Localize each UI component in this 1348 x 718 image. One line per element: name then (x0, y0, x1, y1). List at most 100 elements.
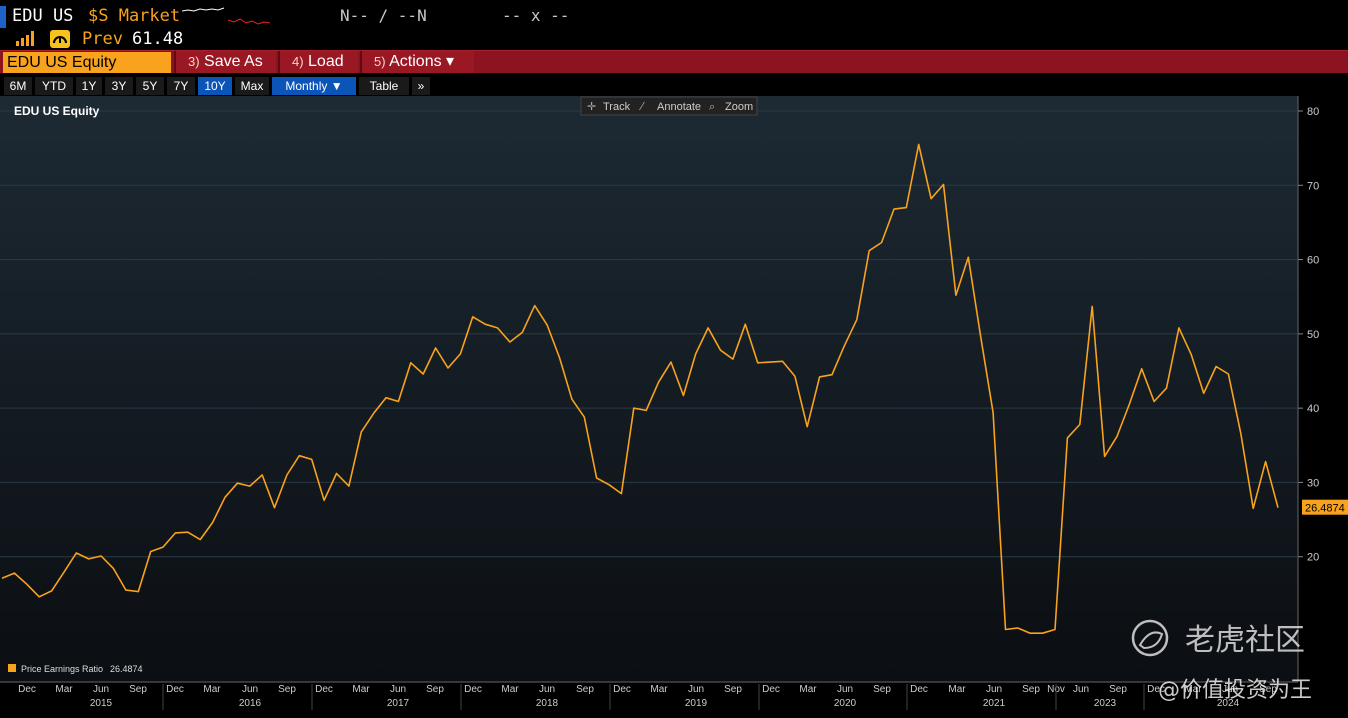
y-tick-label: 50 (1307, 329, 1319, 341)
prev-label: Prev (82, 29, 123, 49)
legend-series-value: 26.4874 (110, 664, 143, 674)
legend-series-name: Price Earnings Ratio (21, 664, 103, 674)
x-tick-label: Jun (837, 684, 853, 695)
axis-background (1298, 96, 1348, 682)
x-tick-label: Jun (539, 684, 555, 695)
x-tick-label: Sep (1022, 684, 1040, 695)
x-year-label: 2017 (387, 698, 410, 709)
y-tick-label: 70 (1307, 180, 1319, 192)
security-color-tab (0, 6, 6, 28)
more-button[interactable]: » (412, 77, 430, 95)
legend-swatch (8, 664, 16, 672)
x-tick-label: Sep (426, 684, 444, 695)
x-year-label: 2020 (834, 698, 857, 709)
x-tick-label: Sep (1259, 684, 1277, 695)
x-tick-label: Dec (166, 684, 184, 695)
range-ytd[interactable]: YTD (35, 77, 73, 95)
watermark-author: @价值投资为王 (1158, 678, 1312, 703)
sparkline-icon (181, 7, 271, 25)
x-tick-label: Sep (873, 684, 891, 695)
x-year-label: 2021 (983, 698, 1006, 709)
x-tick-label: Sep (129, 684, 147, 695)
security-header: EDU US $S Market N-- / --N -- x -- Prev … (0, 0, 1348, 50)
series-line-price-earnings (1, 143, 1279, 634)
x-tick-label: Jun (986, 684, 1002, 695)
y-tick-label: 80 (1307, 106, 1319, 118)
chart-legend: Price Earnings Ratio 26.4874 (8, 664, 143, 674)
x-year-label: 2015 (90, 698, 113, 709)
svg-text:Annotate: Annotate (657, 101, 701, 113)
x-year-label: 2023 (1094, 698, 1117, 709)
x-tick-label: Jun (242, 684, 258, 695)
chart-title: EDU US Equity (14, 104, 100, 118)
tiger-logo-icon (1131, 619, 1169, 657)
x-tick-label: Mar (948, 684, 966, 695)
size-quote: -- x -- (502, 6, 570, 25)
x-tick-label: Dec (315, 684, 333, 695)
x-tick-label: Mar (650, 684, 668, 695)
last-value-flag: 26.4874 (1302, 499, 1348, 515)
track-icon: ✛ (587, 100, 596, 113)
load-button[interactable]: 4) Load (278, 51, 358, 73)
x-tick-label: Dec (18, 684, 36, 695)
range-10y[interactable]: 10Y (198, 77, 232, 95)
range-5y[interactable]: 5Y (136, 77, 164, 95)
x-tick-label: Sep (576, 684, 594, 695)
x-tick-label: Mar (1184, 684, 1202, 695)
x-year-label: 2024 (1217, 698, 1240, 709)
period-dropdown[interactable]: Monthly ▼ (272, 77, 356, 95)
track-button[interactable]: ✛ Track (587, 100, 631, 113)
svg-text:Track: Track (603, 101, 631, 113)
annotate-button[interactable]: ⁄ Annotate (638, 100, 701, 113)
x-tick-label: Mar (203, 684, 221, 695)
y-tick-label: 60 (1307, 255, 1319, 267)
x-tick-label: Jun (390, 684, 406, 695)
actions-menu-button[interactable]: 5) Actions ▾ (360, 51, 474, 73)
svg-text:26.4874: 26.4874 (1305, 503, 1345, 515)
x-tick-label: Sep (278, 684, 296, 695)
x-tick-label: Mar (799, 684, 817, 695)
x-tick-label: Mar (352, 684, 370, 695)
action-bar: EDU US Equity 3) Save As 4) Load 5) Acti… (0, 50, 1348, 73)
table-button[interactable]: Table (359, 77, 409, 95)
zoom-button[interactable]: ⌕ Zoom (709, 100, 753, 113)
signal-bars-icon (16, 31, 34, 46)
x-tick-label: Sep (1109, 684, 1127, 695)
x-year-label: 2019 (685, 698, 708, 709)
x-tick-label: Mar (501, 684, 519, 695)
pencil-icon: ⁄ (638, 100, 645, 113)
range-bar: 6M YTD 1Y 3Y 5Y 7Y 10Y Max Monthly ▼ Tab… (0, 76, 1348, 96)
y-tick-label: 40 (1307, 403, 1319, 415)
xaxis-background (0, 682, 1348, 718)
gauge-icon[interactable] (50, 30, 70, 48)
x-tick-label: Dec (910, 684, 928, 695)
watermark: 老虎社区 @价值投资为王 (1131, 619, 1312, 703)
range-max[interactable]: Max (235, 77, 269, 95)
x-tick-label: Jun (93, 684, 109, 695)
range-1y[interactable]: 1Y (76, 77, 102, 95)
x-tick-label: Jun (1222, 684, 1238, 695)
watermark-title: 老虎社区 (1185, 623, 1305, 658)
x-tick-label: Dec (464, 684, 482, 695)
save-as-button[interactable]: 3) Save As (174, 51, 276, 73)
chart-toolbar: ✛ Track ⁄ Annotate ⌕ Zoom (580, 96, 758, 116)
price-earnings-chart[interactable]: 20 30 40 50 60 70 80 Dec Mar Jun Sep Dec Mar Jun Sep D… (0, 96, 1348, 718)
svg-text:Zoom: Zoom (725, 101, 753, 113)
ticker-label[interactable]: EDU US (12, 6, 74, 26)
y-tick-label: 20 (1307, 552, 1319, 564)
range-3y[interactable]: 3Y (105, 77, 133, 95)
x-tick-label: Dec (1147, 684, 1165, 695)
prev-value: 61.48 (132, 29, 184, 49)
magnifier-icon: ⌕ (709, 100, 715, 113)
x-tick-label: Jun (1073, 684, 1089, 695)
market-label: $S Market (88, 6, 181, 26)
security-field[interactable]: EDU US Equity (3, 52, 171, 73)
y-tick-label: 30 (1307, 477, 1319, 489)
x-year-label: 2018 (536, 698, 559, 709)
range-6m[interactable]: 6M (4, 77, 32, 95)
range-7y[interactable]: 7Y (167, 77, 195, 95)
x-tick-label: Sep (724, 684, 742, 695)
x-tick-label: Dec (762, 684, 780, 695)
x-tick-label: Jun (688, 684, 704, 695)
x-tick-label: Dec (613, 684, 631, 695)
